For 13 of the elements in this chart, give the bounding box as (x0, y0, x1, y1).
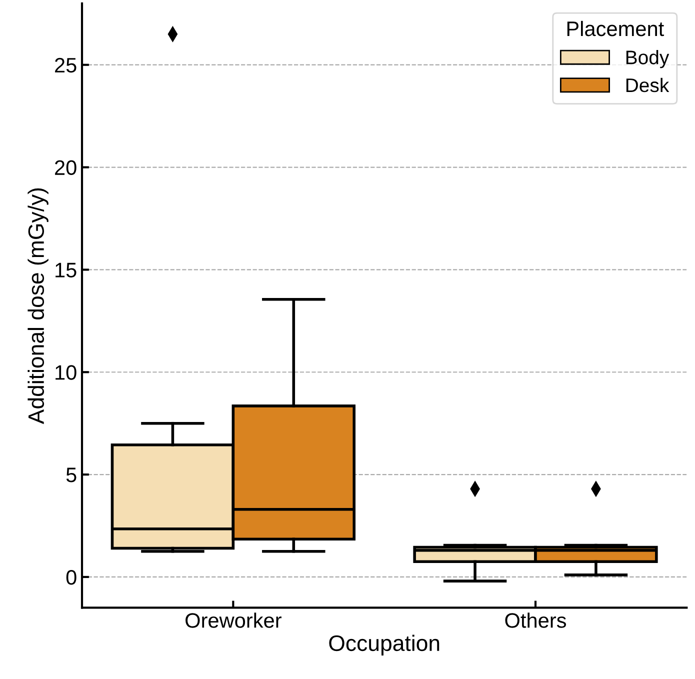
legend-title: Placement (567, 20, 664, 36)
x-tick-label: Others (505, 612, 566, 628)
y-tick-label: 20 (55, 160, 76, 176)
y-tick-label: 5 (66, 468, 76, 482)
legend-label: Desk (626, 78, 670, 92)
x-tick-label: Oreworker (186, 612, 282, 628)
y-axis-title: Additional dose (mGy/y) (28, 188, 48, 424)
y-tick-label: 0 (66, 570, 76, 585)
y-tick-label: 10 (56, 365, 76, 380)
y-tick-label: 25 (55, 58, 76, 73)
x-axis-title: Occupation (329, 634, 440, 656)
y-tick-label: 15 (56, 262, 76, 278)
legend-label: Body (626, 50, 670, 68)
